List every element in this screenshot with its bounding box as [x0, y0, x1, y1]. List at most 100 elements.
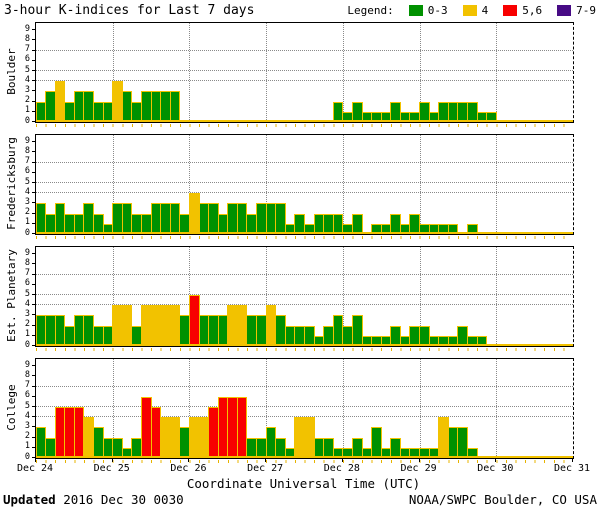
y-tick-label: 3	[24, 420, 30, 431]
y-tick	[32, 294, 35, 295]
zero-baseline	[36, 120, 573, 122]
x-tick-label: Dec 28	[323, 463, 360, 474]
threshold-gridline-k7	[36, 385, 573, 387]
y-tick	[32, 375, 35, 377]
day-gridline	[189, 359, 191, 458]
y-tick	[32, 222, 35, 224]
y-tick	[32, 385, 35, 387]
station-label: College	[4, 383, 18, 431]
legend-item-red: 5,6	[503, 4, 542, 17]
y-tick-label: 2	[24, 95, 30, 106]
y-tick	[32, 395, 35, 397]
y-tick-label: 3	[24, 84, 30, 95]
day-gridline	[419, 23, 421, 122]
y-tick	[32, 263, 35, 265]
day-gridline	[342, 359, 344, 458]
y-tick	[32, 202, 35, 204]
k-index-bar	[169, 91, 181, 122]
interval-ticks	[36, 460, 573, 463]
day-gridline	[496, 135, 498, 234]
day-gridline	[112, 247, 114, 346]
y-tick	[32, 273, 35, 275]
legend: Legend: 0-3 4 5,6 7-9	[347, 4, 596, 17]
day-gridline	[112, 135, 114, 234]
day-gridline	[342, 247, 344, 346]
y-tick	[32, 49, 35, 51]
y-tick	[32, 39, 35, 41]
y-tick-label: 9	[24, 359, 30, 370]
y-tick-label: 6	[24, 166, 30, 177]
y-tick-label: 3	[24, 308, 30, 319]
y-tick-label: 0	[24, 115, 30, 126]
y-tick-label: 1	[24, 441, 30, 452]
x-tick-label: Dec 29	[400, 463, 437, 474]
y-tick-label: 7	[24, 44, 30, 55]
y-tick	[32, 365, 35, 367]
y-tick-label: 2	[24, 431, 30, 442]
x-axis-title: Coordinate Universal Time (UTC)	[186, 476, 421, 491]
legend-label: Legend:	[347, 4, 394, 17]
interval-ticks	[36, 124, 573, 127]
y-tick	[32, 324, 35, 326]
y-tick	[32, 171, 35, 173]
day-gridline	[266, 247, 268, 346]
updated-value: 2016 Dec 30 0030	[63, 492, 184, 507]
y-tick-label: 8	[24, 257, 30, 268]
y-tick	[32, 90, 35, 92]
legend-swatch-purple-icon	[557, 5, 572, 16]
threshold-gridline-k4	[36, 304, 573, 306]
day-gridline	[266, 135, 268, 234]
y-tick-label: 2	[24, 319, 30, 330]
y-tick-label: 6	[24, 54, 30, 65]
y-tick-label: 7	[24, 380, 30, 391]
y-tick-label: 7	[24, 156, 30, 167]
day-gridline	[266, 359, 268, 458]
x-tick-label: Dec 25	[93, 463, 130, 474]
y-tick-label: 8	[24, 145, 30, 156]
y-tick	[32, 110, 35, 112]
y-tick-label: 9	[24, 135, 30, 146]
x-tick-label: Dec 27	[247, 463, 284, 474]
y-tick-label: 4	[24, 186, 30, 197]
y-tick	[32, 59, 35, 61]
legend-swatch-red-icon	[503, 5, 518, 16]
threshold-gridline-k4	[36, 416, 573, 418]
y-tick	[32, 345, 35, 346]
source-credit: NOAA/SWPC Boulder, CO USA	[408, 492, 597, 507]
y-tick-label: 4	[24, 410, 30, 421]
k-index-bar	[351, 213, 363, 234]
interval-ticks	[36, 348, 573, 351]
zero-baseline	[36, 456, 573, 458]
y-tick-label: 9	[24, 247, 30, 258]
x-day-tick	[418, 458, 420, 462]
y-tick	[32, 100, 35, 102]
day-gridline	[189, 23, 191, 122]
y-tick	[32, 314, 35, 316]
station-label: Fredericksburg	[4, 136, 18, 230]
y-tick	[32, 446, 35, 448]
y-tick-label: 0	[24, 339, 30, 350]
chart-title: 3-hour K-indices for Last 7 days	[4, 3, 255, 18]
y-tick	[32, 192, 35, 194]
y-tick	[32, 151, 35, 153]
legend-item-purple: 7-9	[557, 4, 596, 17]
panel-college	[35, 358, 574, 463]
threshold-gridline-k7	[36, 49, 573, 51]
day-gridline	[189, 135, 191, 234]
y-tick-label: 6	[24, 390, 30, 401]
threshold-gridline-k4	[36, 192, 573, 194]
day-gridline	[496, 359, 498, 458]
y-tick-label: 0	[24, 227, 30, 238]
x-tick-label: Dec 26	[170, 463, 207, 474]
y-tick	[32, 29, 35, 31]
threshold-gridline-k5	[36, 182, 573, 183]
y-tick-label: 5	[24, 288, 30, 299]
legend-item-label: 4	[481, 4, 489, 17]
legend-item-label: 7-9	[576, 4, 596, 17]
y-tick	[32, 80, 35, 82]
y-tick	[32, 457, 35, 458]
x-day-tick	[111, 458, 113, 462]
y-tick	[32, 141, 35, 143]
y-tick-label: 5	[24, 400, 30, 411]
